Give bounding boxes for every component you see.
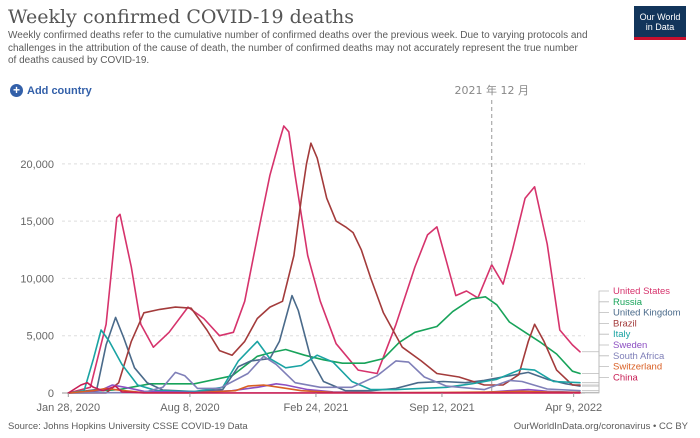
legend-label-italy: Italy — [613, 329, 631, 340]
y-tick-label: 0 — [48, 388, 54, 400]
chart-subtitle: Weekly confirmed deaths refer to the cum… — [8, 30, 588, 66]
owid-logo[interactable]: Our World in Data — [634, 6, 686, 40]
x-tick-label: Sep 12, 2021 — [409, 402, 474, 414]
x-tick-label: Jan 28, 2020 — [36, 402, 100, 414]
series-line-brazil — [67, 142, 581, 394]
x-tick-label: Apr 9, 2022 — [545, 402, 602, 414]
y-tick-label: 15,000 — [20, 216, 54, 228]
y-tick-label: 5,000 — [26, 331, 54, 343]
credit-link[interactable]: OurWorldInData.org/coronavirus • CC BY — [513, 421, 688, 432]
series-line-italy — [67, 329, 581, 394]
legend-leader-line — [581, 377, 609, 394]
legend-leader-line — [581, 333, 609, 384]
plus-circle-icon: + — [10, 84, 23, 97]
series-line-south-africa — [67, 355, 581, 394]
add-country-label: Add country — [27, 84, 92, 97]
series-line-united-states — [67, 125, 581, 394]
series-line-united-kingdom — [67, 294, 581, 394]
legend-leader-line — [581, 290, 609, 353]
legend-leader-line — [581, 323, 609, 386]
legend-label-brazil: Brazil — [613, 318, 637, 329]
hover-date-label: 2021 年 12 月 — [454, 83, 528, 97]
series-line-switzerland — [67, 384, 581, 394]
legend-label-sweden: Sweden — [613, 340, 647, 351]
x-tick-label: Aug 8, 2020 — [160, 402, 219, 414]
series-line-russia — [67, 296, 581, 394]
legend-label-south-africa: South Africa — [613, 351, 665, 362]
logo-line-2: in Data — [645, 21, 675, 32]
add-country-button[interactable]: + Add country — [10, 84, 92, 97]
source-note: Source: Johns Hopkins University CSSE CO… — [8, 421, 248, 432]
x-tick-label: Feb 24, 2021 — [284, 402, 349, 414]
legend-label-united-states: United States — [613, 286, 670, 297]
legend-label-united-kingdom: United Kingdom — [613, 308, 681, 319]
chart-title: Weekly confirmed COVID-19 deaths — [8, 6, 354, 28]
legend-label-china: China — [613, 372, 639, 383]
legend-leader-line — [581, 366, 609, 393]
legend-label-switzerland: Switzerland — [613, 362, 662, 373]
y-tick-label: 10,000 — [20, 273, 54, 285]
logo-line-1: Our World — [639, 11, 681, 22]
series-line-sweden — [67, 383, 581, 394]
series-line-china — [67, 381, 581, 394]
legend-label-russia: Russia — [613, 297, 643, 308]
y-tick-label: 20,000 — [20, 159, 54, 171]
